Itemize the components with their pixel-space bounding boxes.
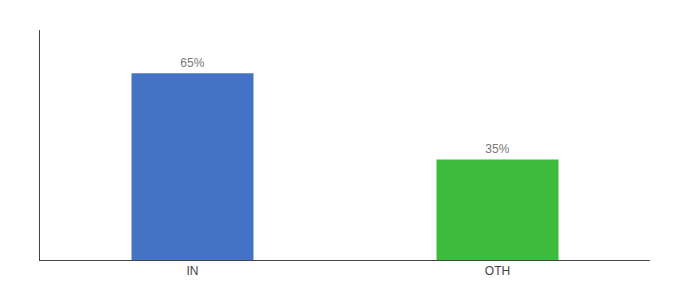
svg-text:IN: IN xyxy=(187,264,199,278)
svg-text:35%: 35% xyxy=(485,142,509,156)
svg-text:65%: 65% xyxy=(180,56,204,70)
svg-text:OTH: OTH xyxy=(485,264,510,278)
